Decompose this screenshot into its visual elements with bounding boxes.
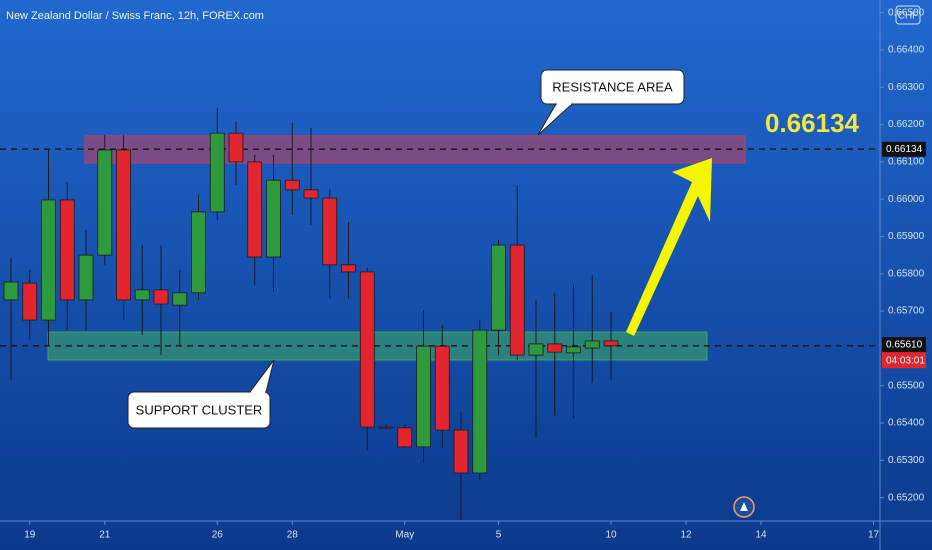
- candle-body: [603, 340, 619, 347]
- candle-body: [116, 149, 131, 301]
- candle-body: [341, 264, 356, 273]
- candle-body: [22, 282, 38, 321]
- x-tick-label: 5: [496, 530, 502, 541]
- y-tick-label: 0.66100: [888, 157, 925, 168]
- y-tick-label: 0.65200: [888, 492, 925, 503]
- candle-body: [453, 429, 469, 474]
- y-tick-label: 0.66000: [888, 194, 925, 205]
- chart-title: New Zealand Dollar / Swiss Franc, 12h, F…: [6, 10, 264, 22]
- currency-label[interactable]: CHF: [898, 11, 919, 22]
- candle-body: [209, 132, 225, 213]
- price-tag-label: 0.66134: [886, 144, 923, 155]
- x-tick-label: 19: [24, 530, 36, 541]
- candle-body: [359, 271, 375, 428]
- candle-body: [528, 343, 544, 356]
- x-tick-label: 17: [868, 530, 880, 541]
- x-tick-label: 28: [287, 530, 299, 541]
- callout: [537, 103, 573, 136]
- candle-body: [153, 289, 169, 305]
- callout-label: SUPPORT CLUSTER: [136, 402, 263, 417]
- x-tick-label: 21: [99, 530, 111, 541]
- bid-tag: [882, 337, 926, 353]
- candle-body: [491, 244, 506, 331]
- candle-body: [191, 211, 206, 294]
- candle-body: [378, 426, 394, 429]
- candle-body: [134, 289, 150, 301]
- y-tick-label: 0.66500: [888, 7, 925, 18]
- overlays: RESISTANCE AREA SUPPORT CLUSTER 0.66134 0.6…: [127, 69, 926, 429]
- bid-tag-label: 0.65610: [886, 339, 923, 350]
- y-tick-label: 0.66400: [888, 45, 925, 56]
- candle-body: [247, 161, 263, 258]
- y-tick-label: 0.65300: [888, 455, 925, 466]
- candle-body: [266, 179, 281, 258]
- candle-body: [228, 132, 244, 163]
- candle-body: [78, 254, 94, 301]
- callout-box: [127, 391, 271, 429]
- x-tick-label: 14: [755, 530, 767, 541]
- y-tick-label: 0.65900: [888, 231, 925, 242]
- target-annotation: 0.66134: [765, 108, 860, 138]
- candle-body: [434, 345, 450, 431]
- candle-body: [41, 199, 56, 321]
- candle-body: [397, 427, 413, 448]
- y-tick-label: 0.65700: [888, 306, 925, 317]
- candle-body: [303, 189, 319, 199]
- y-tick-label: 0.65400: [888, 418, 925, 429]
- callout: [249, 359, 275, 393]
- y-tick-label: 0.66200: [888, 119, 925, 130]
- candle-body: [472, 329, 488, 474]
- x-tick-label: 26: [212, 530, 224, 541]
- candle-body: [322, 197, 338, 266]
- y-tick-label: 0.66300: [888, 82, 925, 93]
- nav-icon-glyph: [740, 502, 748, 511]
- y-tick-label: 0.65800: [888, 268, 925, 279]
- countdown: 04:03:01: [886, 355, 925, 366]
- candle-body: [509, 244, 525, 356]
- candle-body: [97, 149, 113, 256]
- candle-body: [566, 346, 581, 354]
- zone: [84, 135, 746, 164]
- candle-body: [3, 281, 19, 301]
- candle-body: [59, 199, 75, 301]
- arrow: [626, 158, 712, 336]
- candle-body: [416, 345, 431, 448]
- price-tag: [882, 141, 926, 157]
- currency-box[interactable]: [895, 5, 921, 25]
- y-tick-label: 0.65500: [888, 380, 925, 391]
- candle-body: [547, 343, 563, 353]
- x-tick-label: 10: [605, 530, 617, 541]
- candles: [3, 107, 619, 520]
- candle-body: [172, 292, 188, 306]
- candle-body: [584, 340, 600, 349]
- callout-box: [540, 69, 685, 105]
- callout-label: RESISTANCE AREA: [552, 79, 673, 94]
- candle-body: [284, 179, 300, 191]
- x-tick-label: 12: [680, 530, 692, 541]
- x-tick-label: May: [395, 530, 414, 541]
